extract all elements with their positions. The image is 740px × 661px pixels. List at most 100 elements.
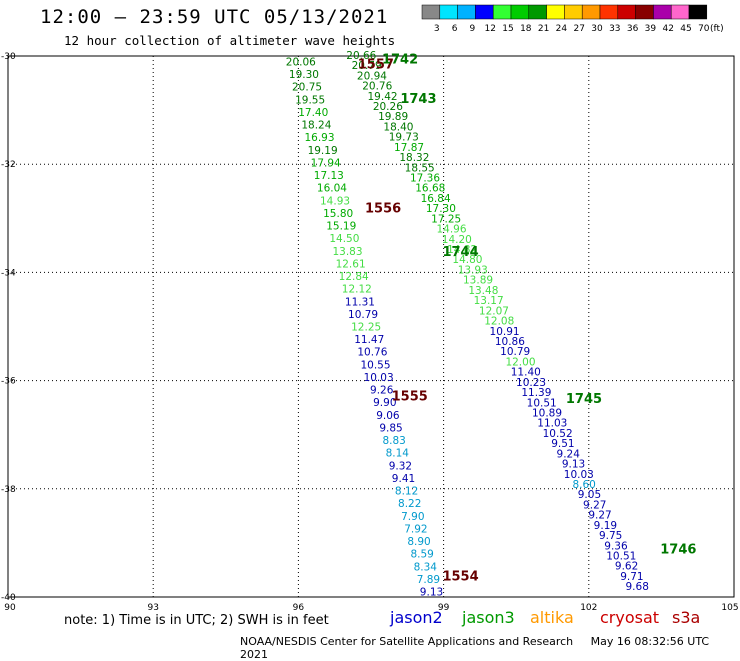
- wave-height-point: 10.76: [357, 347, 387, 359]
- wave-height-point: 9.68: [626, 581, 649, 593]
- colorbar-swatch: [688, 4, 708, 20]
- wave-height-point: 9.85: [379, 422, 402, 434]
- wave-height-point: 13.93: [458, 264, 488, 276]
- wave-height-point: 18.40: [383, 121, 413, 133]
- colorbar-swatch: [475, 4, 494, 20]
- wave-height-point: 9.27: [588, 510, 611, 522]
- wave-height-point: 9.06: [376, 410, 400, 422]
- wave-height-point: 12.08: [484, 316, 514, 328]
- wave-height-point: 14.80: [452, 254, 482, 266]
- x-tick-label: 99: [438, 603, 450, 613]
- wave-height-point: 9.24: [557, 448, 581, 460]
- colorbar-label: 21: [538, 24, 549, 34]
- wave-height-point: 18.55: [405, 162, 435, 174]
- colorbar-unit: (ft): [710, 24, 724, 34]
- wave-height-point: 9.51: [551, 438, 574, 450]
- wave-height-point: 19.19: [308, 145, 338, 157]
- wave-height-point: 16.84: [421, 193, 451, 205]
- wave-height-point: 13.83: [332, 246, 362, 258]
- colorbar-label: 42: [662, 24, 673, 34]
- colorbar-label: 45: [680, 24, 691, 34]
- colorbar-swatch: [528, 4, 547, 20]
- y-tick-label: -30: [1, 52, 16, 62]
- wave-height-point: 17.36: [410, 173, 440, 185]
- wave-height-point: 19.55: [295, 94, 325, 106]
- wave-height-point: 8.59: [410, 549, 433, 561]
- wave-height-point: 11.47: [354, 334, 384, 346]
- wave-height-point: 10.03: [564, 469, 594, 481]
- wave-height-point: 14.20: [442, 234, 472, 246]
- pass-time-label: 1556: [365, 201, 401, 216]
- wave-height-point: 10.79: [500, 346, 530, 358]
- wave-height-point: 13.17: [474, 295, 504, 307]
- wave-height-point: 8.12: [395, 486, 418, 498]
- units-note: note: 1) Time is in UTC; 2) SWH is in fe…: [64, 613, 329, 628]
- wave-height-point: 9.13: [562, 459, 585, 471]
- colorbar-swatch: [670, 4, 690, 20]
- colorbar-label: 33: [609, 24, 620, 34]
- wave-height-point: 12.07: [479, 305, 509, 317]
- chart-subtitle: 12 hour collection of altimeter wave hei…: [64, 33, 396, 48]
- colorbar-label: 3: [434, 24, 440, 34]
- wave-height-point: 17.30: [426, 203, 456, 215]
- colorbar-label: 9: [470, 24, 476, 34]
- pass-time-label: 1746: [660, 542, 696, 557]
- wave-height-point: 12.12: [342, 284, 372, 296]
- y-tick-label: -40: [1, 593, 16, 603]
- colorbar-swatch: [617, 4, 636, 20]
- pass-time-label: 1554: [442, 569, 478, 584]
- colorbar-swatch: [439, 4, 458, 20]
- wave-height-point: 9.90: [373, 397, 396, 409]
- colorbar-label: 70: [698, 24, 710, 34]
- colorbar-label: 30: [591, 24, 603, 34]
- chart-title: 12:00 – 23:59 UTC 05/13/2021: [40, 6, 389, 28]
- wave-height-point: 12.25: [351, 322, 381, 334]
- pass-time-label: 1743: [400, 92, 436, 107]
- wave-height-point: 17.40: [298, 107, 328, 119]
- wave-height-point: 9.41: [392, 473, 415, 485]
- wave-height-point: 9.71: [620, 571, 643, 583]
- y-tick-label: -32: [1, 160, 16, 170]
- wave-height-point: 10.51: [606, 551, 636, 563]
- pass-time-label: 1744: [442, 245, 478, 260]
- wave-height-point: 10.55: [360, 359, 390, 371]
- wave-height-point: 8.14: [386, 448, 410, 460]
- wave-height-point: 9.13: [420, 587, 443, 599]
- wave-height-point: 19.30: [289, 69, 319, 81]
- wave-height-point: 20.66: [346, 50, 376, 62]
- wave-height-point: 10.03: [364, 372, 394, 384]
- colorbar-swatch: [510, 4, 530, 20]
- colorbar-label: 15: [502, 24, 513, 34]
- colorbar-swatch: [564, 4, 583, 20]
- wave-height-point: 19.42: [368, 91, 398, 103]
- x-tick-label: 90: [4, 603, 16, 613]
- wave-height-point: 9.05: [578, 489, 601, 501]
- colorbar-swatch: [635, 4, 654, 20]
- colorbar-swatch: [546, 4, 565, 20]
- sat-label-jason2: jason2: [390, 608, 443, 627]
- wave-height-point: 10.89: [532, 407, 562, 419]
- wave-height-point: 20.76: [362, 81, 392, 93]
- wave-height-point: 16.93: [304, 132, 334, 144]
- colorbar-label: 18: [520, 24, 532, 34]
- colorbar-label: 27: [573, 24, 584, 34]
- wave-height-point: 7.92: [404, 523, 427, 535]
- wave-height-point: 8.22: [398, 498, 421, 510]
- wave-height-point: 8.83: [382, 435, 405, 447]
- x-tick-label: 105: [721, 603, 738, 613]
- colorbar-label: 39: [645, 24, 657, 34]
- wave-height-point: 10.51: [527, 397, 557, 409]
- wave-height-point: 17.87: [394, 142, 424, 154]
- wave-height-point: 18.24: [301, 120, 331, 132]
- credit-line: NOAA/NESDIS Center for Satellite Applica…: [240, 635, 740, 661]
- wave-height-point: 14.93: [320, 195, 350, 207]
- wave-height-point: 19.73: [389, 132, 419, 144]
- sat-label-s3a: s3a: [672, 608, 701, 627]
- pass-time-label: 1742: [382, 53, 418, 68]
- pass-time-label: 1745: [566, 392, 602, 407]
- colorbar-label: 12: [484, 24, 495, 34]
- sat-label-altika: altika: [530, 608, 574, 627]
- wave-height-point: 8.34: [414, 561, 438, 573]
- wave-height-point: 12.84: [339, 271, 369, 283]
